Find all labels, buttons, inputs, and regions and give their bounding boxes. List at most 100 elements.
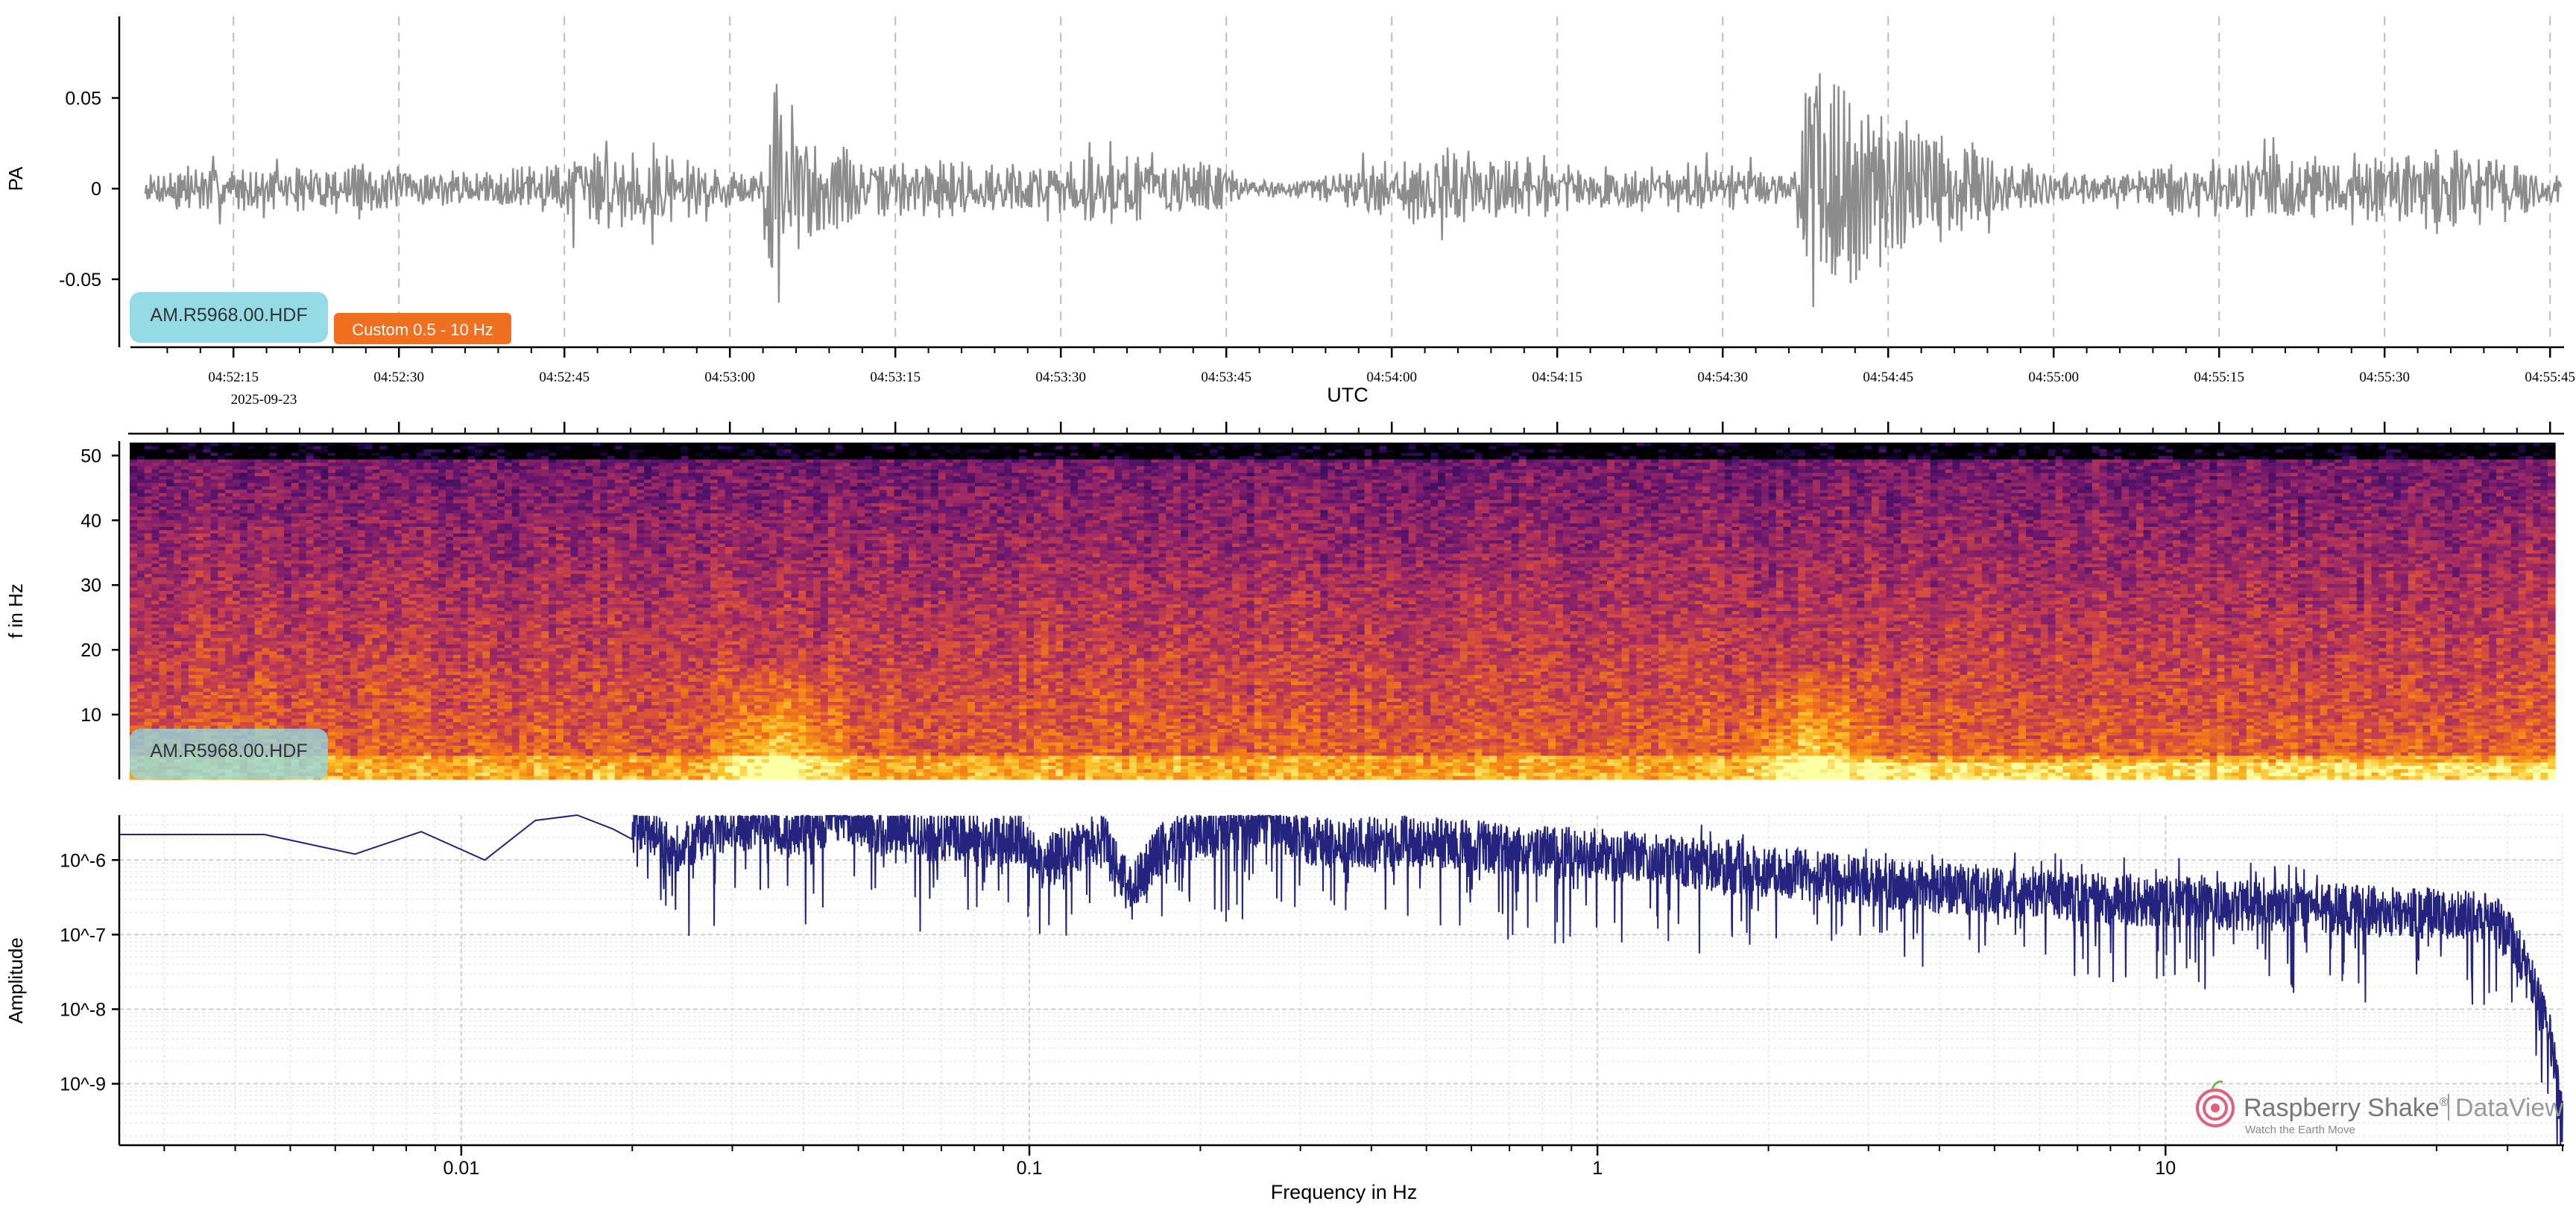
spectrogram-cell [475,540,483,544]
spectrogram-cell [402,776,410,780]
spectrogram-cell [145,500,153,504]
spectrogram-cell [453,524,461,528]
spectrogram-cell [475,531,483,534]
spectrogram-cell [218,490,226,493]
spectrogram-cell [174,473,182,477]
spectrogram-cell [446,662,454,665]
spectrogram-cell [166,651,174,655]
spectrogram-cell [379,533,388,537]
spectrogram-cell [299,483,307,487]
spectrogram-cell [240,500,248,504]
spectrogram-cell [402,449,410,453]
spectrogram-cell [152,638,160,642]
spectrogram-cell [365,675,373,679]
spectrogram-cell [343,655,351,659]
spectrogram-cell [130,722,138,726]
spectrogram-cell [417,516,425,520]
spectrogram-cell [446,513,454,517]
spectrogram-cell [247,513,256,517]
spectrogram-cell [321,547,329,551]
spectrogram-cell [379,735,388,739]
spectrogram-cell [468,732,476,736]
spectrogram-cell [431,712,439,716]
spectrogram-cell [365,735,373,739]
spectrogram-cell [328,567,336,571]
spectrogram-cell [394,560,402,564]
spectrogram-cell [379,618,388,621]
spectrogram-cell [453,537,461,541]
spectrogram-cell [247,446,256,450]
spectrogram-cell [358,685,366,688]
spectrogram-cell [431,638,439,642]
spectrogram-cell [181,644,189,648]
spectrogram-cell [240,480,248,484]
spectrogram-cell [218,587,226,591]
spectrogram-cell [387,685,395,688]
spectrogram-cell [372,611,380,615]
spectrogram-cell [379,557,388,561]
spectrogram-cell [189,537,197,541]
spectrogram-cell [233,446,241,450]
spectrogram-cell [423,493,432,497]
spectrogram-cell [372,513,380,517]
spectrogram-cell [299,473,307,477]
spectrogram-cell [145,453,153,457]
spectrogram-cell [431,608,439,612]
spectrogram-cell [365,756,373,759]
spectrogram-cell [358,463,366,466]
spectrogram-cell [284,500,292,504]
spectrogram-cell [130,675,138,679]
spectrogram-cell [321,628,329,632]
spectrogram-cell [130,695,138,699]
spectrogram-cell [181,513,189,517]
spectrogram-cell [211,527,219,531]
spectrogram-cell [247,662,256,665]
spectrogram-cell [446,516,454,520]
spectrogram-cell [387,699,395,703]
spectrogram-cell [306,580,315,584]
spectrogram-cell [306,476,315,480]
spectrogram-cell [438,480,446,484]
spectrogram-cell [181,695,189,699]
waveform-x-tick-label: 04:53:45 [1201,370,1251,385]
spectrogram-cell [211,449,219,453]
spectrogram-cell [203,446,212,450]
spectrogram-cell [365,699,373,703]
spectrogram-cell [211,608,219,612]
spectrogram-cell [358,773,366,776]
spectrogram-cell [196,524,204,528]
spectrogram-cell [314,644,322,648]
spectrogram-cell [145,642,153,645]
spectrogram-cell [137,524,145,528]
spectrogram-cell [417,487,425,490]
spectrogram-cell [394,591,402,595]
spectrogram-cell [328,524,336,528]
spectrogram-cell [468,776,476,780]
spectrogram-cell [240,618,248,621]
spectrogram-cell [372,615,380,618]
spectrogram-cell [225,560,233,564]
spectrogram-cell [277,567,285,571]
spectrogram-cell [446,685,454,688]
spectrogram-cell [461,490,469,493]
spectrogram-cell [446,621,454,625]
spectrogram-cell [196,473,204,477]
spectrogram-cell [284,706,292,709]
spectrogram-cell [211,547,219,551]
spectrogram-cell [365,456,373,460]
spectrogram-cell [409,678,417,682]
spectrogram-cell [247,547,256,551]
spectrogram-cell [328,756,336,759]
spectrogram-cell [379,560,388,564]
spectrogram-cell [306,688,315,692]
spectrogram-cell [365,587,373,591]
spectrogram-cell [453,692,461,696]
spectrogram-cell [453,571,461,574]
spectrogram-cell [269,540,277,544]
spectrogram-cell [379,655,388,659]
spectrogram-cell [365,709,373,712]
spectrogram-cell [306,651,315,655]
spectrogram-cell [196,469,204,473]
spectrogram-cell [137,460,145,463]
spectrogram-cell [446,726,454,729]
